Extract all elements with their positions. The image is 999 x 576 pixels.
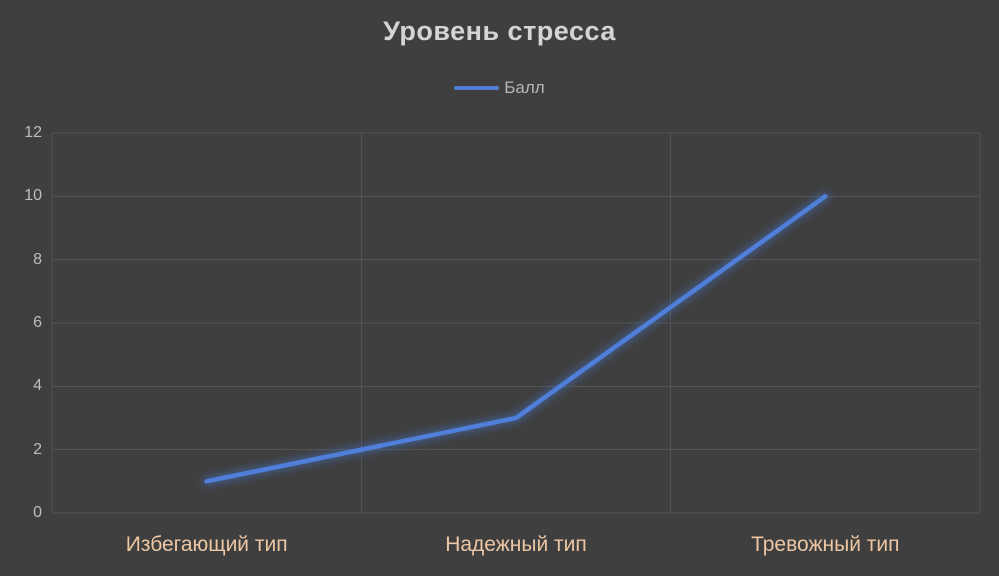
series-line [204, 194, 828, 484]
legend-item: Балл [454, 78, 545, 98]
x-axis-category-label: Тревожный тип [751, 533, 900, 556]
y-axis-tick-label: 6 [33, 314, 42, 331]
line-chart-plot [51, 132, 981, 514]
x-axis: Избегающий тип Надежный тип Тревожный тип [52, 533, 980, 557]
x-axis-category-label: Избегающий тип [125, 533, 288, 556]
chart-title: Уровень стресса [383, 16, 616, 46]
y-axis: 0 2 4 6 8 10 12 [0, 124, 42, 521]
legend-label: Балл [504, 78, 545, 97]
series-line-glow [202, 191, 830, 486]
gridlines [51, 132, 981, 514]
x-axis-category-label: Надежный тип [445, 533, 587, 556]
y-axis-tick-label: 8 [33, 250, 42, 268]
y-axis-tick-label: 2 [33, 440, 42, 458]
y-axis-tick-label: 10 [24, 187, 42, 205]
y-axis-tick-label: 4 [33, 377, 42, 395]
y-axis-tick-label: 0 [33, 504, 42, 521]
legend-line-swatch-icon [454, 86, 500, 90]
chart-legend: Балл [0, 78, 999, 98]
y-axis-tick-label: 12 [24, 124, 42, 141]
